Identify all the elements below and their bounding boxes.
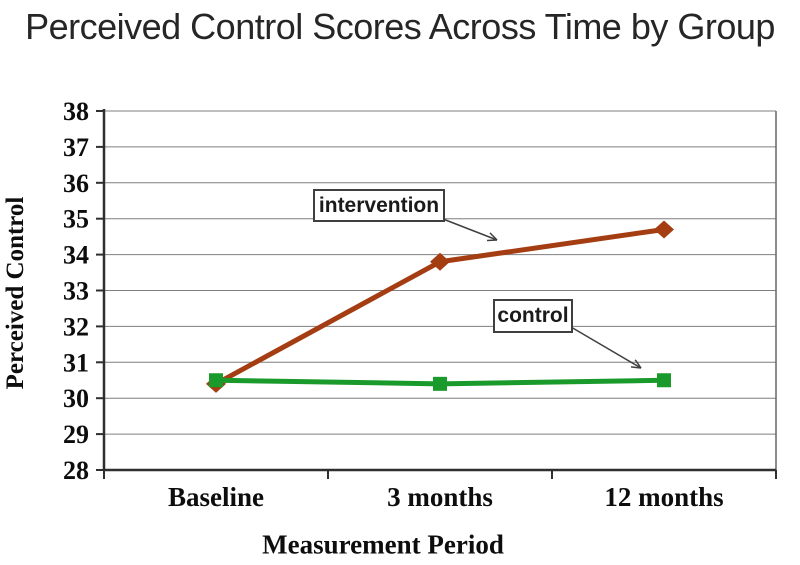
- marker-square-control: [433, 376, 447, 391]
- y-tick-label: 35: [63, 205, 89, 234]
- annotation-arrow-intervention: [442, 218, 498, 241]
- marker-diamond-intervention: [430, 252, 450, 271]
- x-category-label: Baseline: [168, 482, 264, 512]
- y-tick-label: 30: [63, 384, 89, 413]
- marker-square-control: [657, 373, 671, 388]
- marker-square-control: [209, 373, 223, 388]
- marker-diamond-intervention: [654, 220, 674, 239]
- annotation-arrow-control: [570, 326, 642, 369]
- annotation-arrow-intervention-head: [489, 232, 498, 241]
- x-axis-title: Measurement Period: [262, 529, 504, 560]
- y-tick-label: 33: [63, 277, 89, 306]
- y-tick-label: 34: [63, 241, 89, 270]
- y-axis-title: Perceived Control: [2, 196, 29, 390]
- annotation-control-box: control: [493, 299, 573, 333]
- annotation-arrow-control-head: [630, 366, 642, 369]
- y-tick-label: 31: [63, 348, 89, 377]
- series-line-intervention: [213, 226, 667, 387]
- annotation-control-label: control: [497, 304, 569, 327]
- annotation-intervention-label: intervention: [318, 193, 440, 217]
- y-tick-label: 32: [63, 312, 89, 341]
- x-category-label: 12 months: [604, 482, 723, 512]
- y-tick-label: 38: [63, 97, 89, 126]
- chart-title: Perceived Control Scores Across Time by …: [25, 6, 775, 47]
- y-tick-label: 28: [63, 456, 89, 485]
- y-tick-label: 36: [63, 169, 89, 198]
- x-category-label: 3 months: [387, 482, 493, 512]
- annotation-arrow-control-head: [634, 359, 642, 369]
- y-tick-label: 29: [63, 420, 89, 449]
- annotation-intervention-box: intervention: [313, 189, 445, 222]
- y-tick-label: 37: [63, 133, 89, 162]
